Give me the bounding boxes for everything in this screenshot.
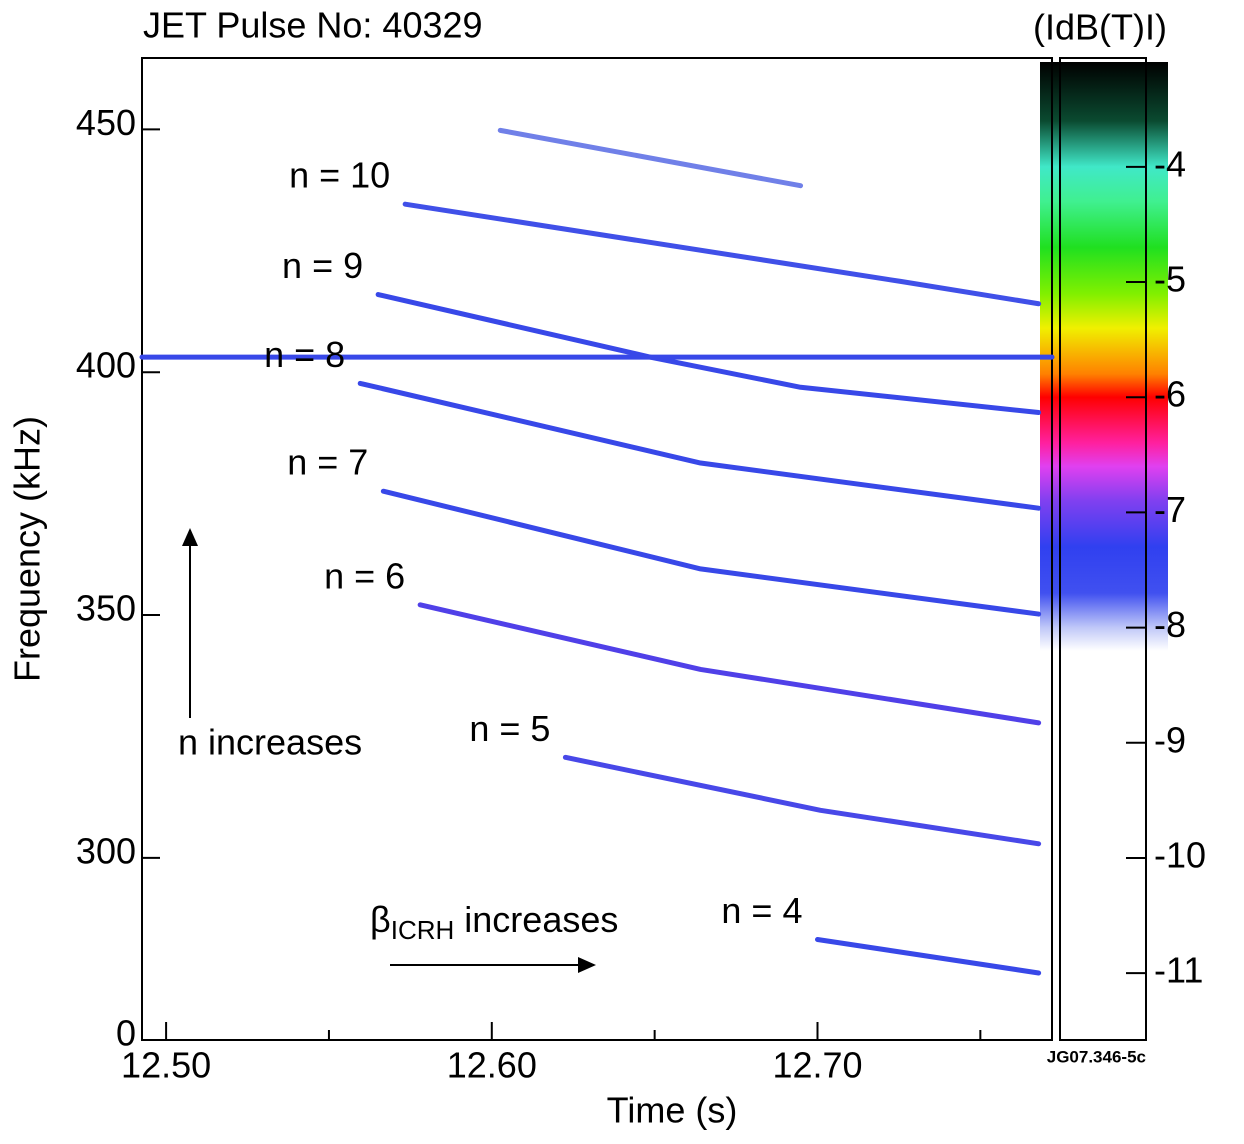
mode-line	[497, 127, 804, 189]
y-tick-label: 0	[116, 1013, 136, 1054]
mode-line	[562, 754, 1042, 847]
y-tick-label: 350	[76, 588, 136, 629]
mode-label: n = 9	[282, 245, 363, 286]
x-axis-label: Time (s)	[607, 1090, 738, 1131]
mode-label: n = 5	[469, 708, 550, 749]
annotation: βICRH increases	[370, 899, 618, 945]
chart-title: JET Pulse No: 40329	[143, 5, 483, 46]
mode-label: n = 8	[264, 334, 345, 375]
y-tick-label: 400	[76, 345, 136, 386]
y-tick-label: 300	[76, 830, 136, 871]
mode-label: n = 6	[324, 555, 405, 596]
x-tick-label: 12.60	[447, 1045, 537, 1086]
x-tick-label: 12.70	[772, 1045, 862, 1086]
annotation: n increases	[178, 722, 362, 763]
mode-line	[375, 292, 1042, 416]
colorbar-tick-label: -11	[1154, 950, 1203, 991]
colorbar-frame	[1059, 57, 1147, 1041]
mode-label: n = 7	[287, 442, 368, 483]
y-axis-label: Frequency (kHz)	[7, 416, 48, 682]
colorbar-tick-label: -4	[1154, 143, 1186, 184]
annotation-part: increases	[454, 899, 618, 940]
colorbar-tick-label: -5	[1154, 259, 1186, 300]
colorbar-tick-label: -8	[1154, 604, 1186, 645]
mode-label: n = 4	[721, 890, 802, 931]
colorbar-tick-label: -7	[1154, 489, 1186, 530]
mode-line	[380, 488, 1042, 617]
mode-line	[402, 201, 1042, 307]
mode-label: n = 10	[289, 155, 390, 196]
plot-frame	[141, 57, 1053, 1041]
annotation-part: ICRH	[391, 915, 455, 945]
colorbar-tick-label: -9	[1154, 719, 1186, 760]
annotation-part: β	[370, 899, 391, 940]
mode-line	[417, 602, 1042, 726]
mode-line	[814, 936, 1042, 976]
colorbar-label: (IdB(T)I)	[1033, 7, 1167, 48]
colorbar-tick-label: -6	[1154, 374, 1186, 415]
footnote: JG07.346-5c	[1047, 1047, 1146, 1066]
mode-line	[357, 380, 1042, 511]
y-tick-label: 450	[76, 102, 136, 143]
colorbar-tick-label: -10	[1154, 835, 1206, 876]
x-tick-label: 12.50	[121, 1045, 211, 1086]
